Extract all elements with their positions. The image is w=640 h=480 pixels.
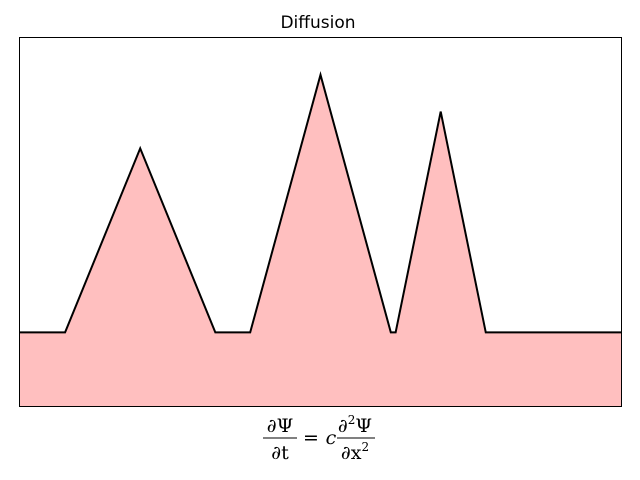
equation-coefficient: c — [326, 427, 337, 449]
chart-title: Diffusion — [280, 13, 355, 33]
equation-rhs-psi: Ψ — [355, 415, 372, 437]
axes-frame — [19, 37, 622, 407]
series-line-0 — [20, 71, 621, 334]
equation-rhs-partial: ∂ — [338, 415, 348, 437]
equation-rhs-den-partial: ∂x — [341, 442, 362, 464]
equation-rhs-denominator: ∂x2 — [341, 440, 369, 464]
equation-rhs-numerator: ∂2Ψ — [338, 413, 372, 437]
equation-equals: = — [303, 427, 319, 449]
equation-lhs-numerator: ∂Ψ — [267, 415, 294, 437]
plot-area — [20, 71, 621, 407]
equation: ∂Ψ ∂t = c ∂2Ψ ∂x2 — [263, 413, 375, 464]
equation-rhs-den-superscript: 2 — [361, 440, 369, 454]
equation-lhs-denominator: ∂t — [271, 442, 289, 464]
equation-rhs-superscript: 2 — [348, 413, 356, 427]
area-fill-series-0 — [20, 74, 621, 407]
